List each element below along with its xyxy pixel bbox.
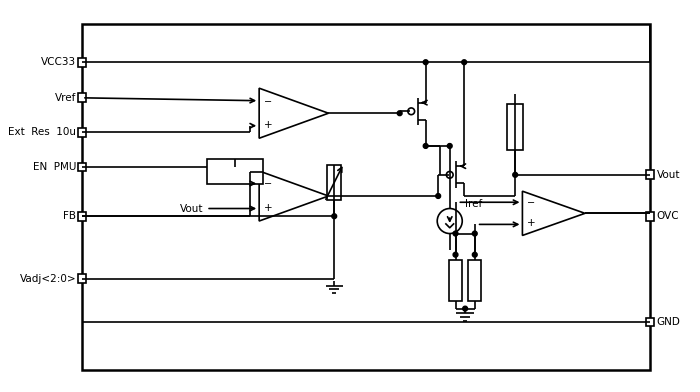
Circle shape: [447, 171, 453, 178]
Circle shape: [424, 143, 428, 148]
Bar: [645, 212, 654, 221]
Bar: [645, 171, 654, 179]
Text: −: −: [527, 198, 535, 208]
Circle shape: [438, 209, 462, 234]
Text: +: +: [527, 218, 536, 229]
Text: Vadj<2:0>: Vadj<2:0>: [20, 274, 76, 284]
Bar: [207, 160, 263, 185]
Circle shape: [473, 252, 477, 257]
Circle shape: [462, 60, 467, 65]
Text: Ext  Res  10u: Ext Res 10u: [8, 127, 76, 138]
Circle shape: [453, 252, 458, 257]
Text: Vref: Vref: [55, 93, 76, 103]
Bar: [508, 103, 523, 150]
Text: Iref: Iref: [465, 199, 482, 209]
Circle shape: [424, 60, 428, 65]
Text: −: −: [264, 97, 272, 107]
Bar: [645, 318, 654, 327]
Text: +: +: [263, 120, 272, 130]
Circle shape: [398, 111, 402, 116]
Circle shape: [436, 194, 440, 198]
Circle shape: [453, 231, 458, 236]
Bar: [449, 261, 462, 301]
Text: GND: GND: [657, 317, 680, 327]
Bar: [78, 274, 86, 283]
Circle shape: [332, 214, 337, 219]
Circle shape: [447, 143, 452, 148]
Text: Vout: Vout: [180, 203, 203, 214]
Circle shape: [473, 231, 477, 236]
Bar: [78, 93, 86, 102]
Bar: [78, 212, 86, 221]
Text: +: +: [263, 203, 272, 212]
Text: EN  PMU: EN PMU: [33, 162, 76, 172]
Bar: [328, 165, 341, 200]
Text: VCC33: VCC33: [41, 57, 76, 67]
Bar: [468, 261, 482, 301]
Bar: [78, 58, 86, 67]
Text: −: −: [264, 180, 272, 189]
Circle shape: [408, 108, 414, 115]
Circle shape: [463, 306, 468, 311]
Bar: [78, 128, 86, 137]
Text: FB: FB: [63, 211, 76, 221]
Text: OVC: OVC: [657, 211, 679, 221]
Circle shape: [513, 172, 517, 177]
Text: Vout: Vout: [657, 170, 680, 180]
Bar: [78, 163, 86, 171]
Bar: [82, 24, 650, 370]
